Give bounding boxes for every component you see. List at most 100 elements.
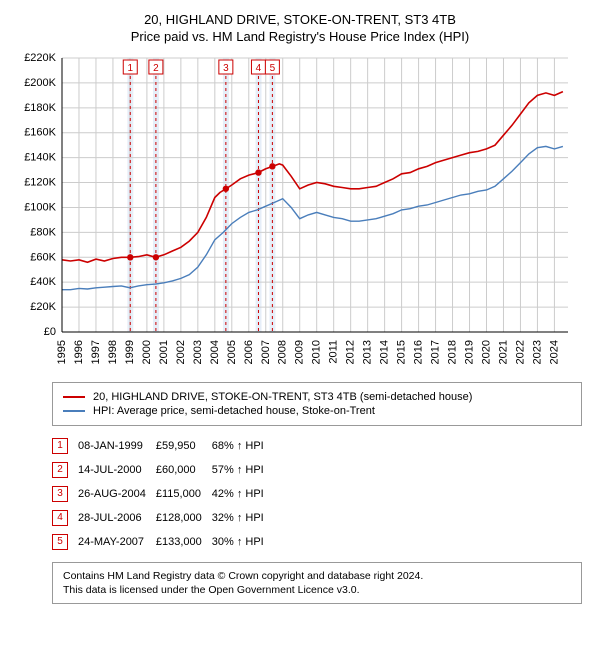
x-tick-label: 2024: [548, 340, 560, 364]
cell-badge: 2: [52, 458, 78, 482]
y-tick-label: £20K: [30, 301, 56, 313]
legend-row: HPI: Average price, semi-detached house,…: [63, 405, 571, 417]
cell-date: 26-AUG-2004: [78, 482, 156, 506]
cell-pct: 57% ↑ HPI: [212, 458, 274, 482]
x-tick-label: 1996: [73, 340, 85, 364]
x-tick-label: 2000: [141, 340, 153, 364]
cell-date: 14-JUL-2000: [78, 458, 156, 482]
cell-badge: 1: [52, 434, 78, 458]
x-tick-label: 2020: [480, 340, 492, 364]
arrow-up-icon: ↑: [237, 512, 243, 524]
sale-badge-num: 1: [127, 63, 133, 74]
cell-pct: 68% ↑ HPI: [212, 434, 274, 458]
sale-marker-dot: [153, 254, 159, 260]
x-tick-label: 2017: [430, 340, 442, 364]
price-chart: £0£20K£40K£60K£80K£100K£120K£140K£160K£1…: [14, 52, 574, 372]
chart-area: £0£20K£40K£60K£80K£100K£120K£140K£160K£1…: [14, 52, 586, 372]
cell-price: £128,000: [156, 506, 212, 530]
cell-badge: 4: [52, 506, 78, 530]
cell-pct: 32% ↑ HPI: [212, 506, 274, 530]
legend-label: HPI: Average price, semi-detached house,…: [93, 405, 375, 417]
x-tick-label: 2003: [192, 340, 204, 364]
y-tick-label: £100K: [24, 201, 56, 213]
x-tick-label: 1995: [56, 340, 68, 364]
sale-marker-dot: [255, 169, 261, 175]
cell-date: 08-JAN-1999: [78, 434, 156, 458]
series-property: [62, 92, 563, 263]
copyright-line-2: This data is licensed under the Open Gov…: [63, 583, 571, 597]
x-tick-label: 2010: [311, 340, 323, 364]
copyright-line-1: Contains HM Land Registry data © Crown c…: [63, 569, 571, 583]
cell-pct: 30% ↑ HPI: [212, 530, 274, 554]
y-tick-label: £120K: [24, 177, 56, 189]
row-badge: 4: [52, 510, 68, 526]
sales-table: 1 08-JAN-1999£59,95068% ↑ HPI 2 14-JUL-2000…: [52, 434, 274, 554]
arrow-up-icon: ↑: [237, 536, 243, 548]
x-tick-label: 2023: [531, 340, 543, 364]
x-tick-label: 2011: [328, 340, 340, 364]
x-tick-label: 1999: [124, 340, 136, 364]
x-tick-label: 2008: [277, 340, 289, 364]
x-tick-label: 1998: [107, 340, 119, 364]
x-tick-label: 2022: [514, 340, 526, 364]
legend-swatch: [63, 396, 85, 398]
row-badge: 1: [52, 438, 68, 454]
cell-price: £133,000: [156, 530, 212, 554]
cell-price: £60,000: [156, 458, 212, 482]
copyright-box: Contains HM Land Registry data © Crown c…: [52, 562, 582, 604]
x-tick-label: 2009: [294, 340, 306, 364]
sale-band: [153, 58, 159, 332]
y-tick-label: £160K: [24, 127, 56, 139]
x-tick-label: 2004: [209, 340, 221, 364]
sale-band: [269, 58, 275, 332]
sale-band: [223, 58, 229, 332]
arrow-up-icon: ↑: [237, 464, 243, 476]
sale-badge-num: 5: [270, 63, 276, 74]
x-tick-label: 2006: [243, 340, 255, 364]
table-row: 1 08-JAN-1999£59,95068% ↑ HPI: [52, 434, 274, 458]
x-tick-label: 2016: [413, 340, 425, 364]
x-tick-label: 2002: [175, 340, 187, 364]
title-subtitle: Price paid vs. HM Land Registry's House …: [14, 29, 586, 44]
y-tick-label: £0: [44, 326, 56, 338]
y-tick-label: £180K: [24, 102, 56, 114]
row-badge: 2: [52, 462, 68, 478]
table-row: 2 14-JUL-2000£60,00057% ↑ HPI: [52, 458, 274, 482]
legend-swatch: [63, 410, 85, 412]
legend-row: 20, HIGHLAND DRIVE, STOKE-ON-TRENT, ST3 …: [63, 391, 571, 403]
x-tick-label: 2005: [226, 340, 238, 364]
x-tick-label: 2013: [362, 340, 374, 364]
x-tick-label: 2018: [447, 340, 459, 364]
y-tick-label: £220K: [24, 52, 56, 64]
cell-date: 24-MAY-2007: [78, 530, 156, 554]
x-tick-label: 2019: [464, 340, 476, 364]
y-tick-label: £40K: [30, 276, 56, 288]
y-tick-label: £80K: [30, 226, 56, 238]
cell-price: £59,950: [156, 434, 212, 458]
title-address: 20, HIGHLAND DRIVE, STOKE-ON-TRENT, ST3 …: [14, 12, 586, 27]
cell-date: 28-JUL-2006: [78, 506, 156, 530]
y-tick-label: £60K: [30, 251, 56, 263]
cell-pct: 42% ↑ HPI: [212, 482, 274, 506]
cell-price: £115,000: [156, 482, 212, 506]
x-tick-label: 2001: [158, 340, 170, 364]
x-tick-label: 2007: [260, 340, 272, 364]
x-tick-label: 1997: [90, 340, 102, 364]
sale-marker-dot: [223, 186, 229, 192]
row-badge: 3: [52, 486, 68, 502]
sale-badge-num: 4: [256, 63, 262, 74]
row-badge: 5: [52, 534, 68, 550]
cell-badge: 5: [52, 530, 78, 554]
x-tick-label: 2014: [379, 340, 391, 364]
page-root: 20, HIGHLAND DRIVE, STOKE-ON-TRENT, ST3 …: [0, 0, 600, 616]
cell-badge: 3: [52, 482, 78, 506]
series-hpi: [62, 146, 563, 289]
table-row: 4 28-JUL-2006£128,00032% ↑ HPI: [52, 506, 274, 530]
y-tick-label: £200K: [24, 77, 56, 89]
sale-badge-num: 3: [223, 63, 229, 74]
legend-label: 20, HIGHLAND DRIVE, STOKE-ON-TRENT, ST3 …: [93, 391, 472, 403]
sale-marker-dot: [127, 254, 133, 260]
table-row: 5 24-MAY-2007£133,00030% ↑ HPI: [52, 530, 274, 554]
x-tick-label: 2015: [396, 340, 408, 364]
legend: 20, HIGHLAND DRIVE, STOKE-ON-TRENT, ST3 …: [52, 382, 582, 426]
